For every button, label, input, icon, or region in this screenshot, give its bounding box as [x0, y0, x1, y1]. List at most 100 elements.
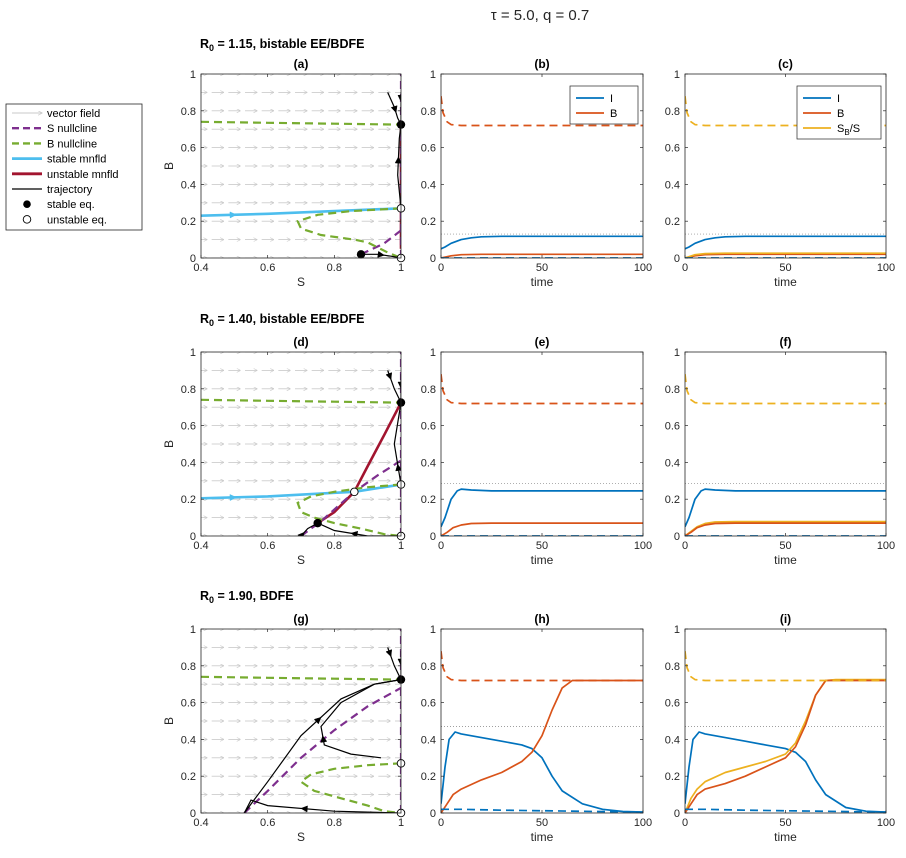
legend-label: trajectory: [47, 184, 93, 196]
y-tick-label: 0.6: [181, 698, 196, 710]
y-tick-label: 0.6: [421, 143, 436, 155]
row-title-1: R0 = 1.40, bistable EE/BDFE: [200, 312, 364, 328]
y-tick-label: 0.4: [665, 734, 680, 746]
y-tick-label: 0.6: [665, 698, 680, 710]
S-nullcline: [360, 229, 401, 256]
stable-manifold-arrow: [229, 211, 237, 219]
x-tick-label: 0.6: [260, 262, 275, 274]
panel-b: (b) 0 50 100 0 0.2 0.4 0.6 0.8 1 time IB: [421, 57, 652, 289]
svg-text:R0 = 1.90, BDFE: R0 = 1.90, BDFE: [200, 589, 294, 605]
y-tick-label: 0: [674, 253, 680, 265]
B-nullcline: [296, 483, 401, 536]
axes-box: [200, 628, 402, 814]
legend-label: unstable eq.: [47, 214, 107, 226]
trajectory-arrow: [385, 372, 393, 381]
legend-swatch-unstable-eq: [22, 215, 32, 224]
trajectory-arrow: [385, 649, 393, 658]
legend-swatch-stable-eq: [23, 200, 31, 208]
y-tick-label: 0.4: [421, 179, 436, 191]
legend-label: S nullcline: [47, 123, 97, 135]
panel-g: (g) 0.4 0.6 0.8 1 0 0.2 0.4 0.6 0.8 1 S B: [162, 612, 406, 844]
x-tick-label: 1: [398, 817, 404, 829]
series-line-dashed: [441, 373, 643, 405]
x-tick-label: 0: [682, 540, 688, 552]
trajectory: [393, 402, 401, 485]
panel-legend-box: [569, 85, 639, 125]
y-axis-label: B: [162, 717, 176, 725]
x-axis-label: time: [531, 275, 554, 289]
plot-area: [685, 95, 886, 258]
x-tick-label: 0: [438, 262, 444, 274]
y-tick-label: 0: [674, 808, 680, 820]
y-tick-label: 0.6: [181, 421, 196, 433]
panel-e: (e) 0 50 100 0 0.2 0.4 0.6 0.8 1 time: [421, 335, 652, 567]
y-tick-label: 0.6: [665, 421, 680, 433]
plot-area: [685, 373, 886, 536]
y-tick-label: 0.8: [181, 106, 196, 118]
x-tick-label: 0.4: [193, 817, 208, 829]
panel-legend-label: I: [610, 93, 613, 105]
row-title-0: R0 = 1.15, bistable EE/BDFE: [200, 37, 364, 53]
y-tick-label: 0.2: [665, 771, 680, 783]
series-line-B: [441, 522, 643, 536]
y-tick-label: 0.4: [181, 457, 196, 469]
x-tick-label: 0: [438, 817, 444, 829]
panel-legend-label: B: [837, 108, 844, 120]
trajectory-arrow: [300, 805, 308, 813]
stable-equilibrium: [313, 518, 322, 528]
series-line-dashed: [685, 95, 886, 127]
x-axis-label: time: [774, 830, 797, 844]
panel-legend: IB: [569, 85, 639, 125]
x-tick-label: 0.8: [327, 817, 342, 829]
y-tick-label: 0.2: [421, 771, 436, 783]
y-tick-label: 0.8: [181, 661, 196, 673]
row-title-main: R: [200, 312, 209, 326]
plot-area: [441, 650, 643, 813]
x-tick-label: 1: [398, 540, 404, 552]
svg-text:R0 = 1.40, bistable EE/BDFE: R0 = 1.40, bistable EE/BDFE: [200, 312, 364, 328]
x-tick-label: 50: [536, 262, 548, 274]
panel-title: (b): [534, 57, 549, 71]
x-axis-label: S: [297, 275, 305, 289]
main-legend: vector field S nullcline B nullcline stable…: [5, 103, 143, 231]
panel-d: (d) 0.4 0.6 0.8 1 0 0.2 0.4 0.6 0.8 1 S B: [162, 335, 406, 567]
B-nullcline: [201, 398, 401, 404]
panel-title: (a): [294, 57, 309, 71]
x-tick-label: 0: [682, 817, 688, 829]
x-tick-label: 100: [877, 540, 895, 552]
axes-box: [200, 351, 402, 537]
x-tick-label: 1: [398, 262, 404, 274]
y-tick-label: 0.2: [421, 216, 436, 228]
y-tick-label: 0: [190, 531, 196, 543]
row-title-sub: 0: [209, 43, 214, 53]
trajectory: [243, 799, 401, 813]
x-tick-label: 0.8: [327, 262, 342, 274]
x-tick-label: 0.6: [260, 817, 275, 829]
row-title-rest: = 1.40, bistable EE/BDFE: [214, 312, 364, 326]
x-tick-label: 100: [634, 817, 652, 829]
y-tick-label: 0.4: [665, 179, 680, 191]
y-tick-label: 0.2: [181, 216, 196, 228]
panel-c: (c) 0 50 100 0 0.2 0.4 0.6 0.8 1 time IB SB/S: [665, 57, 895, 289]
B-nullcline: [201, 120, 401, 126]
B-nullcline: [299, 762, 401, 813]
row-title-sub: 0: [209, 318, 214, 328]
series-line-B: [685, 679, 886, 813]
y-tick-label: 1: [674, 624, 680, 636]
trajectory-arrow: [397, 658, 401, 666]
panel-title: (e): [535, 335, 550, 349]
x-tick-label: 50: [779, 540, 791, 552]
x-tick-label: 0: [682, 262, 688, 274]
B-nullcline: [201, 675, 401, 681]
x-tick-label: 0.4: [193, 262, 208, 274]
panel-legend-label: I: [837, 93, 840, 105]
series-line-B: [441, 253, 643, 258]
y-tick-label: 1: [430, 69, 436, 81]
trajectory-arrow: [313, 716, 322, 725]
stable-equilibrium: [356, 250, 366, 259]
x-tick-label: 50: [536, 540, 548, 552]
panel-h: (h) 0 50 100 0 0.2 0.4 0.6 0.8 1 time: [421, 612, 652, 844]
x-tick-label: 0: [438, 540, 444, 552]
